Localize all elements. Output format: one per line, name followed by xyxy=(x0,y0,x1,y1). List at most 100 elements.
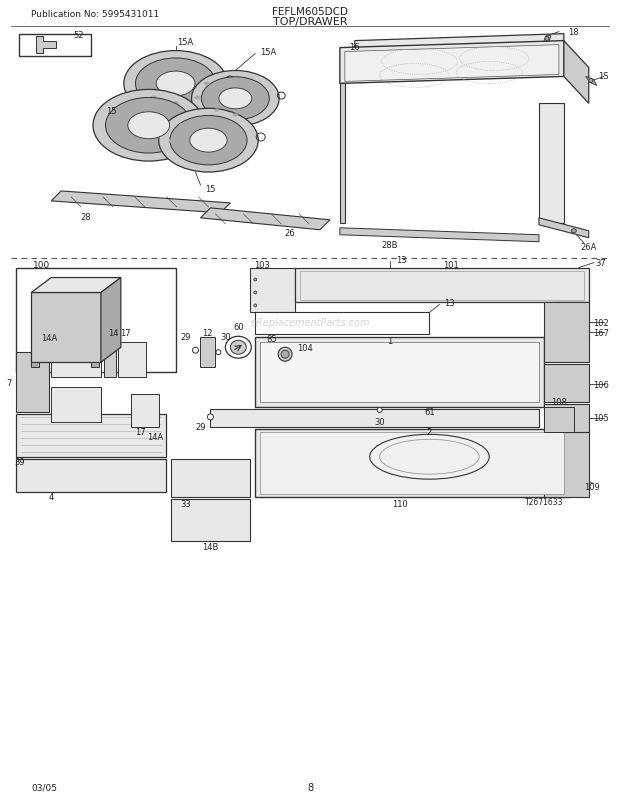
Polygon shape xyxy=(260,432,564,494)
Text: 106: 106 xyxy=(593,380,609,389)
Ellipse shape xyxy=(193,348,198,354)
Text: 14: 14 xyxy=(108,328,118,338)
Ellipse shape xyxy=(141,83,148,87)
Text: 28B: 28B xyxy=(381,241,398,250)
Polygon shape xyxy=(200,338,215,367)
Ellipse shape xyxy=(151,68,157,72)
Ellipse shape xyxy=(205,120,211,124)
Ellipse shape xyxy=(214,86,219,89)
Ellipse shape xyxy=(122,109,128,113)
Text: 33: 33 xyxy=(180,500,191,508)
Ellipse shape xyxy=(145,145,152,150)
Polygon shape xyxy=(118,342,146,378)
Text: 39: 39 xyxy=(14,458,25,467)
Ellipse shape xyxy=(278,348,292,362)
Ellipse shape xyxy=(184,126,190,129)
Text: Publication No: 5995431011: Publication No: 5995431011 xyxy=(31,10,159,19)
Polygon shape xyxy=(340,84,345,224)
Text: 15A: 15A xyxy=(260,48,277,57)
Polygon shape xyxy=(564,42,589,104)
Polygon shape xyxy=(101,278,121,363)
Polygon shape xyxy=(544,429,589,497)
Polygon shape xyxy=(544,404,589,432)
Polygon shape xyxy=(539,104,564,224)
Polygon shape xyxy=(91,363,99,367)
Ellipse shape xyxy=(122,139,128,144)
Ellipse shape xyxy=(175,139,182,143)
Text: 28: 28 xyxy=(81,213,91,222)
Text: 26: 26 xyxy=(285,229,295,238)
Ellipse shape xyxy=(231,341,246,354)
Ellipse shape xyxy=(203,83,210,87)
Polygon shape xyxy=(210,410,539,427)
Polygon shape xyxy=(36,37,56,54)
Text: 103: 103 xyxy=(254,261,270,269)
Polygon shape xyxy=(200,209,330,230)
Ellipse shape xyxy=(236,139,241,143)
Ellipse shape xyxy=(232,114,238,118)
Polygon shape xyxy=(16,415,166,457)
Text: 17: 17 xyxy=(135,427,146,437)
Polygon shape xyxy=(255,338,544,407)
Ellipse shape xyxy=(195,96,201,100)
Text: 85: 85 xyxy=(267,334,278,343)
Text: 13: 13 xyxy=(396,256,407,265)
Polygon shape xyxy=(170,499,250,541)
Polygon shape xyxy=(539,219,589,238)
Text: 03/05: 03/05 xyxy=(31,783,57,792)
Ellipse shape xyxy=(112,124,118,128)
Text: 14A: 14A xyxy=(41,334,57,342)
Ellipse shape xyxy=(172,63,179,67)
Ellipse shape xyxy=(214,109,219,113)
Polygon shape xyxy=(16,268,175,373)
Ellipse shape xyxy=(170,116,247,166)
Ellipse shape xyxy=(259,98,264,101)
Polygon shape xyxy=(340,229,539,242)
Text: 109: 109 xyxy=(584,483,600,492)
Ellipse shape xyxy=(169,109,175,113)
Polygon shape xyxy=(16,460,166,492)
Text: 26A: 26A xyxy=(580,243,597,252)
Ellipse shape xyxy=(377,408,382,413)
Polygon shape xyxy=(586,77,596,87)
Text: 104: 104 xyxy=(297,343,313,352)
Ellipse shape xyxy=(251,86,257,89)
Polygon shape xyxy=(544,303,589,363)
Ellipse shape xyxy=(226,126,232,129)
Text: 61: 61 xyxy=(424,408,435,417)
Ellipse shape xyxy=(145,103,152,107)
Ellipse shape xyxy=(190,129,227,153)
Text: 100: 100 xyxy=(33,261,50,269)
Ellipse shape xyxy=(589,79,593,83)
Ellipse shape xyxy=(251,109,257,113)
Text: 15: 15 xyxy=(205,185,216,194)
Text: 4: 4 xyxy=(48,492,54,501)
Text: 60: 60 xyxy=(233,322,244,331)
Polygon shape xyxy=(295,268,589,303)
Ellipse shape xyxy=(216,350,221,355)
Ellipse shape xyxy=(202,78,269,121)
Text: 12: 12 xyxy=(202,328,213,338)
Polygon shape xyxy=(544,407,574,432)
Ellipse shape xyxy=(151,96,157,100)
Text: 108: 108 xyxy=(551,398,567,407)
Polygon shape xyxy=(170,460,250,497)
Ellipse shape xyxy=(219,89,252,110)
Ellipse shape xyxy=(136,59,216,110)
Text: 15: 15 xyxy=(105,107,116,115)
Polygon shape xyxy=(255,429,569,497)
Text: 29: 29 xyxy=(180,332,191,342)
Text: 102: 102 xyxy=(593,318,609,327)
Text: 30: 30 xyxy=(220,332,231,342)
Text: 16: 16 xyxy=(350,43,360,52)
Text: 1S: 1S xyxy=(598,72,609,81)
Ellipse shape xyxy=(571,229,577,233)
Polygon shape xyxy=(31,278,121,293)
Text: 30: 30 xyxy=(374,418,385,427)
Ellipse shape xyxy=(254,305,257,307)
Ellipse shape xyxy=(93,91,205,162)
Ellipse shape xyxy=(226,337,251,358)
Text: 14A: 14A xyxy=(148,433,164,442)
Text: FEFLM605DCD: FEFLM605DCD xyxy=(272,6,348,17)
Text: 1: 1 xyxy=(387,336,392,346)
